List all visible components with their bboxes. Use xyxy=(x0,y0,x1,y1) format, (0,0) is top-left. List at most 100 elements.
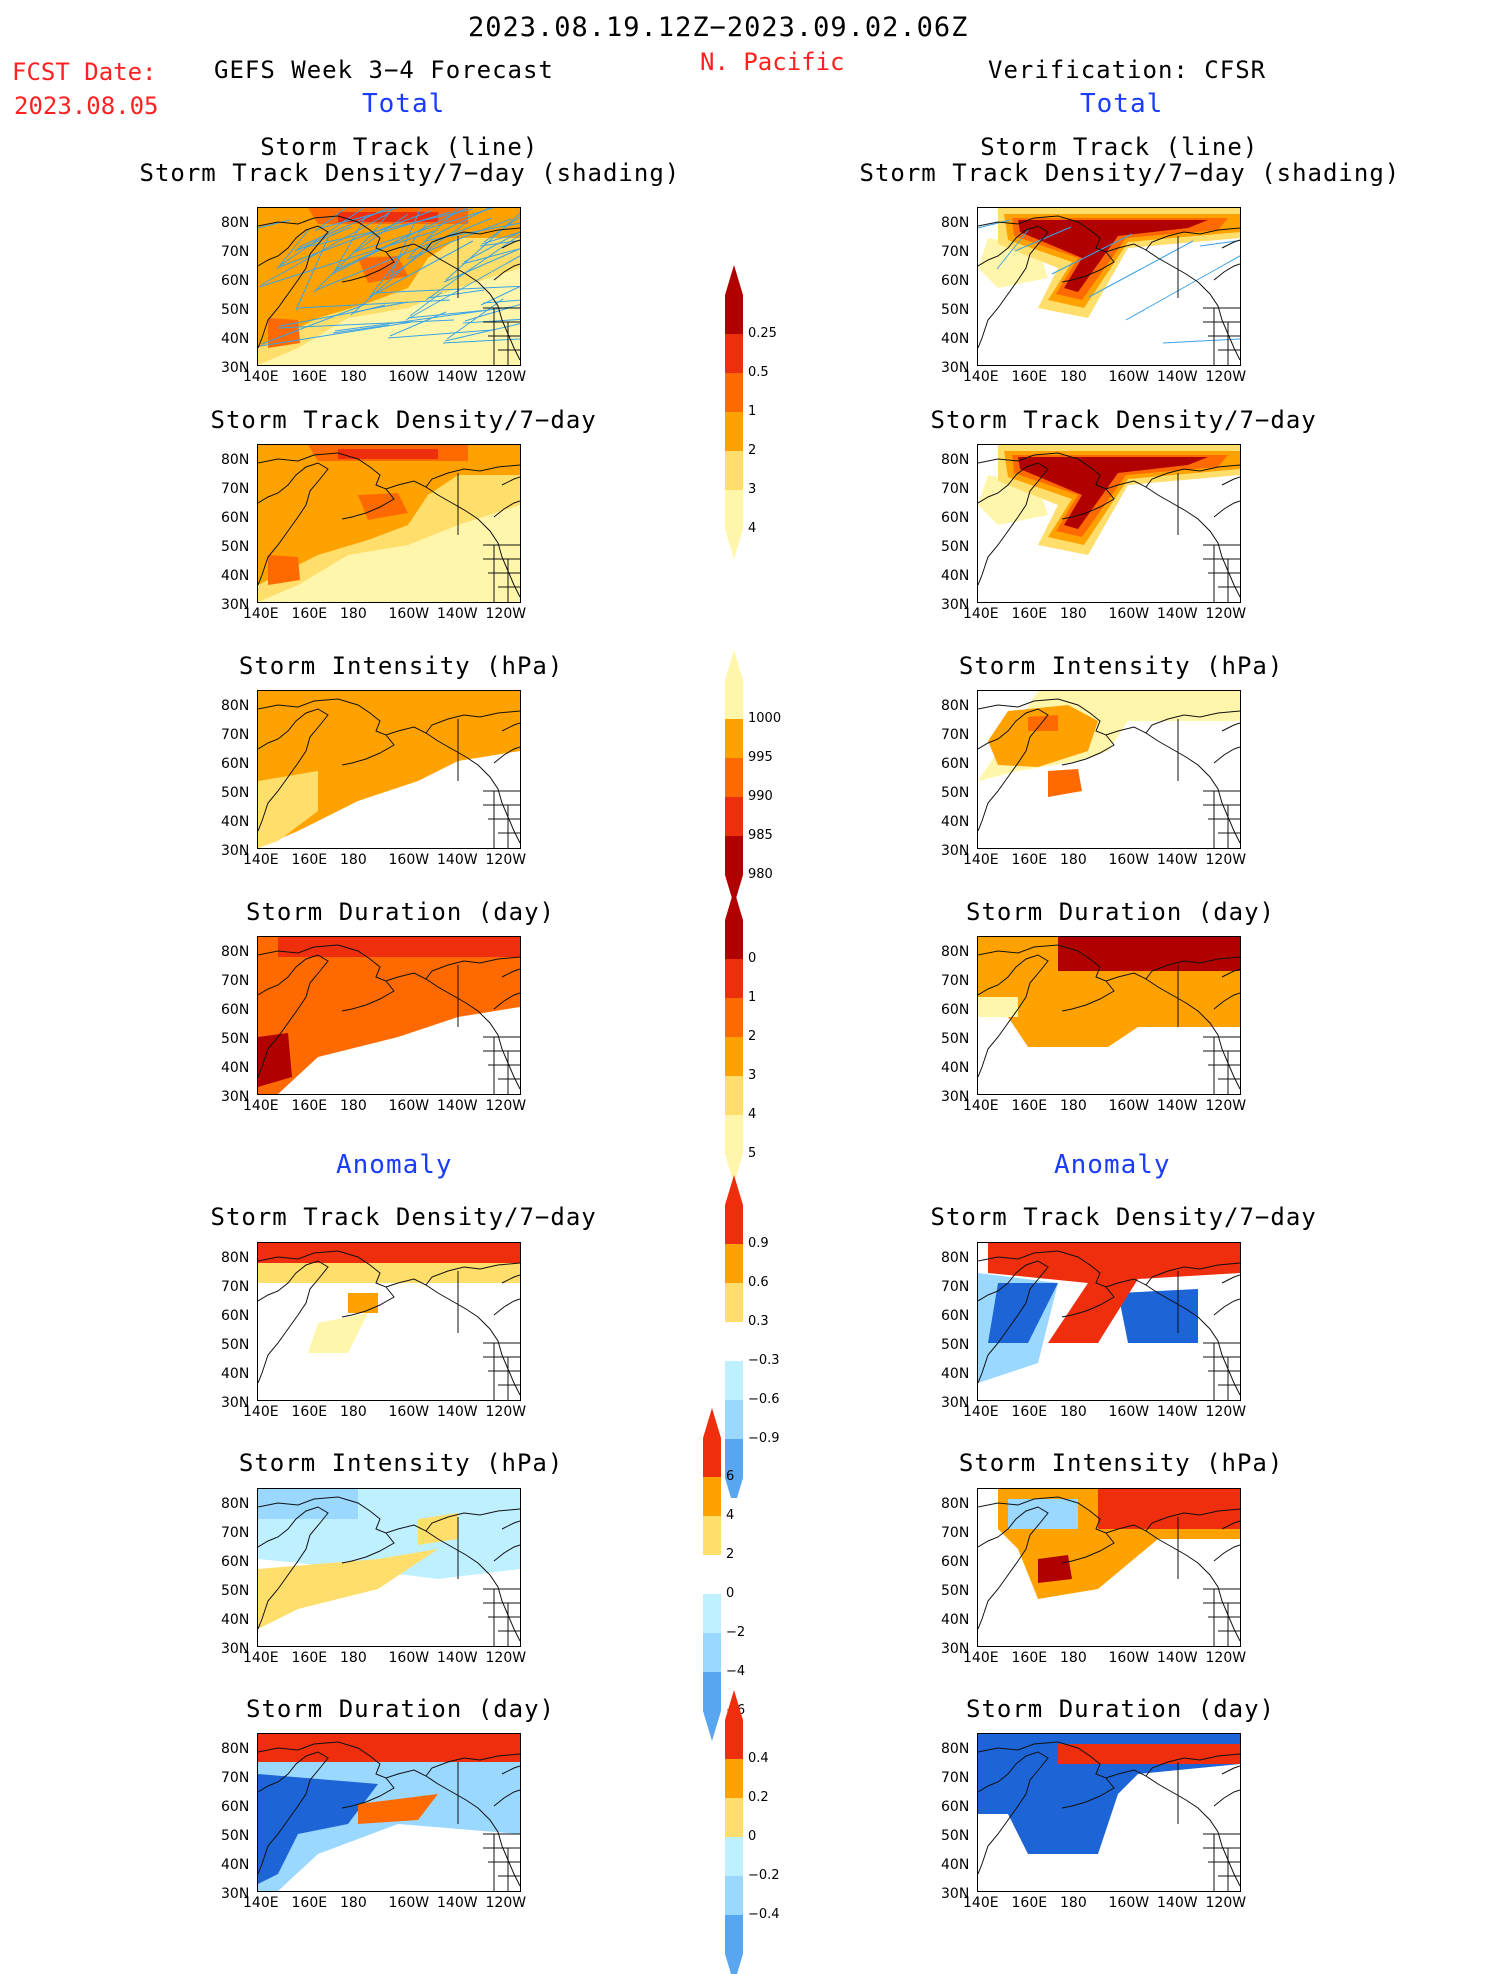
lon-tick-label: 160W xyxy=(388,369,430,385)
coastline xyxy=(258,944,520,1094)
a_duration-fc-red xyxy=(258,1734,520,1762)
duration-vf-py xyxy=(978,997,1018,1017)
colorbar-level-label: 0.6 xyxy=(748,1275,769,1290)
lat-tick-label: 50N xyxy=(221,1031,250,1047)
colorbar-segment xyxy=(725,1115,743,1154)
colorbar-segment xyxy=(703,1594,721,1633)
colorbar-segment xyxy=(725,490,743,529)
lat-tick-label: 50N xyxy=(941,1583,970,1599)
colorbar-level-label: 2 xyxy=(748,443,757,458)
lat-tick-label: 40N xyxy=(941,1366,970,1382)
panel-title-track_line: Storm Track (line) xyxy=(980,133,1259,161)
lon-tick-label: 180 xyxy=(1060,1650,1087,1666)
map-a_duration-vf xyxy=(977,1733,1241,1892)
lon-tick-label: 120W xyxy=(1205,1650,1247,1666)
panel-title-density: Storm Track Density/7−day xyxy=(930,1203,1317,1231)
lat-tick-label: 70N xyxy=(941,244,970,260)
fcst-date-value: 2023.08.05 xyxy=(14,92,159,120)
lat-tick-label: 50N xyxy=(941,302,970,318)
colorbar-colorbar-duration-total xyxy=(725,890,743,1184)
lat-tick-label: 40N xyxy=(941,1060,970,1076)
coastline xyxy=(978,1250,1240,1400)
lon-tick-label: 180 xyxy=(340,1650,367,1666)
lat-tick-label: 50N xyxy=(221,1828,250,1844)
lon-tick-label: 140E xyxy=(243,369,279,385)
colorbar-colorbar-density-total xyxy=(725,265,743,559)
lat-tick-label: 60N xyxy=(221,1002,250,1018)
colorbar-top-triangle xyxy=(725,1175,743,1205)
panel-title-density: Storm Track Density/7−day xyxy=(930,406,1317,434)
lon-tick-label: 140W xyxy=(1157,1098,1198,1114)
lat-tick-label: 80N xyxy=(941,1496,970,1512)
colorbar-level-label: 0.4 xyxy=(748,1751,769,1766)
coastline xyxy=(978,1741,1240,1891)
lat-tick-label: 30N xyxy=(221,843,250,859)
a_density-vf-red xyxy=(988,1243,1240,1343)
lat-tick-label: 30N xyxy=(941,843,970,859)
lon-tick-label: 140W xyxy=(1157,1404,1198,1420)
colorbar-segment xyxy=(725,1076,743,1115)
panel-title-track_line: Storm Track (line) xyxy=(260,133,539,161)
a_intensity-vf-dr xyxy=(1038,1555,1072,1583)
duration-vf-dr xyxy=(1058,937,1240,971)
a_density-vf-b xyxy=(988,1283,1058,1343)
lon-tick-label: 160E xyxy=(1011,1650,1048,1666)
colorbar-segment xyxy=(725,451,743,490)
density-fc-center xyxy=(358,493,408,520)
a_intensity-vf-red xyxy=(1098,1489,1240,1529)
map-track-vf xyxy=(977,207,1241,366)
panel-title-density: Storm Track Density/7−day xyxy=(210,406,597,434)
lat-tick-label: 60N xyxy=(941,510,970,526)
lat-tick-label: 40N xyxy=(941,331,970,347)
colorbar-level-label: −0.4 xyxy=(748,1907,780,1922)
lon-tick-label: 120W xyxy=(1205,1404,1247,1420)
lat-tick-label: 30N xyxy=(221,1089,250,1105)
panel-title-duration: Storm Duration (day) xyxy=(966,1695,1275,1723)
intensity-vf-do2 xyxy=(1048,769,1082,797)
anomaly-label-left: Anomaly xyxy=(336,1150,453,1180)
map-a_intensity-fc xyxy=(257,1488,521,1647)
lat-tick-label: 30N xyxy=(221,1395,250,1411)
colorbar-segment xyxy=(725,1837,743,1876)
lon-tick-label: 160W xyxy=(1108,1650,1150,1666)
colorbar-level-label: 0.25 xyxy=(748,326,777,341)
lon-tick-label: 140E xyxy=(963,852,999,868)
colorbar-level-label: 0 xyxy=(748,1829,757,1844)
lon-tick-label: 160E xyxy=(291,1650,328,1666)
lon-tick-label: 180 xyxy=(1060,1895,1087,1911)
lon-tick-label: 140E xyxy=(243,606,279,622)
lat-tick-label: 70N xyxy=(941,1770,970,1786)
colorbar-segment xyxy=(725,959,743,998)
a_density-fc-py xyxy=(308,1313,368,1353)
colorbar-segment xyxy=(725,373,743,412)
a_duration-fc-do xyxy=(358,1794,438,1824)
map-density-vf xyxy=(977,444,1241,603)
lon-tick-label: 160E xyxy=(1011,852,1048,868)
lon-tick-label: 120W xyxy=(485,852,527,868)
map-a_density-vf xyxy=(977,1242,1241,1401)
colorbar-segment xyxy=(725,1720,743,1759)
a_density-fc-red xyxy=(258,1243,520,1263)
lat-tick-label: 80N xyxy=(221,1741,250,1757)
lon-tick-label: 160W xyxy=(388,1404,430,1420)
colorbar-level-label: 4 xyxy=(748,521,757,536)
lon-tick-label: 160W xyxy=(1108,369,1150,385)
lon-tick-label: 140W xyxy=(1157,1650,1198,1666)
lon-tick-label: 160E xyxy=(1011,1404,1048,1420)
colorbar-level-label: 3 xyxy=(748,1068,757,1083)
colorbar-level-label: −4 xyxy=(726,1664,746,1679)
lon-tick-label: 160W xyxy=(1108,1895,1150,1911)
coastline xyxy=(258,1741,520,1891)
colorbar-level-label: 2 xyxy=(748,1029,757,1044)
lat-tick-label: 60N xyxy=(941,1002,970,1018)
lon-tick-label: 140W xyxy=(437,1895,478,1911)
colorbar-segment xyxy=(725,1283,743,1322)
lon-tick-label: 160W xyxy=(1108,852,1150,868)
colorbar-level-label: 0.3 xyxy=(748,1314,769,1329)
track-fc-tracks xyxy=(258,208,520,347)
lon-tick-label: 140E xyxy=(963,606,999,622)
colorbar-level-label: 0 xyxy=(748,951,757,966)
density-fc-sw xyxy=(268,555,300,585)
lon-tick-label: 140E xyxy=(243,1098,279,1114)
lon-tick-label: 160W xyxy=(388,1098,430,1114)
